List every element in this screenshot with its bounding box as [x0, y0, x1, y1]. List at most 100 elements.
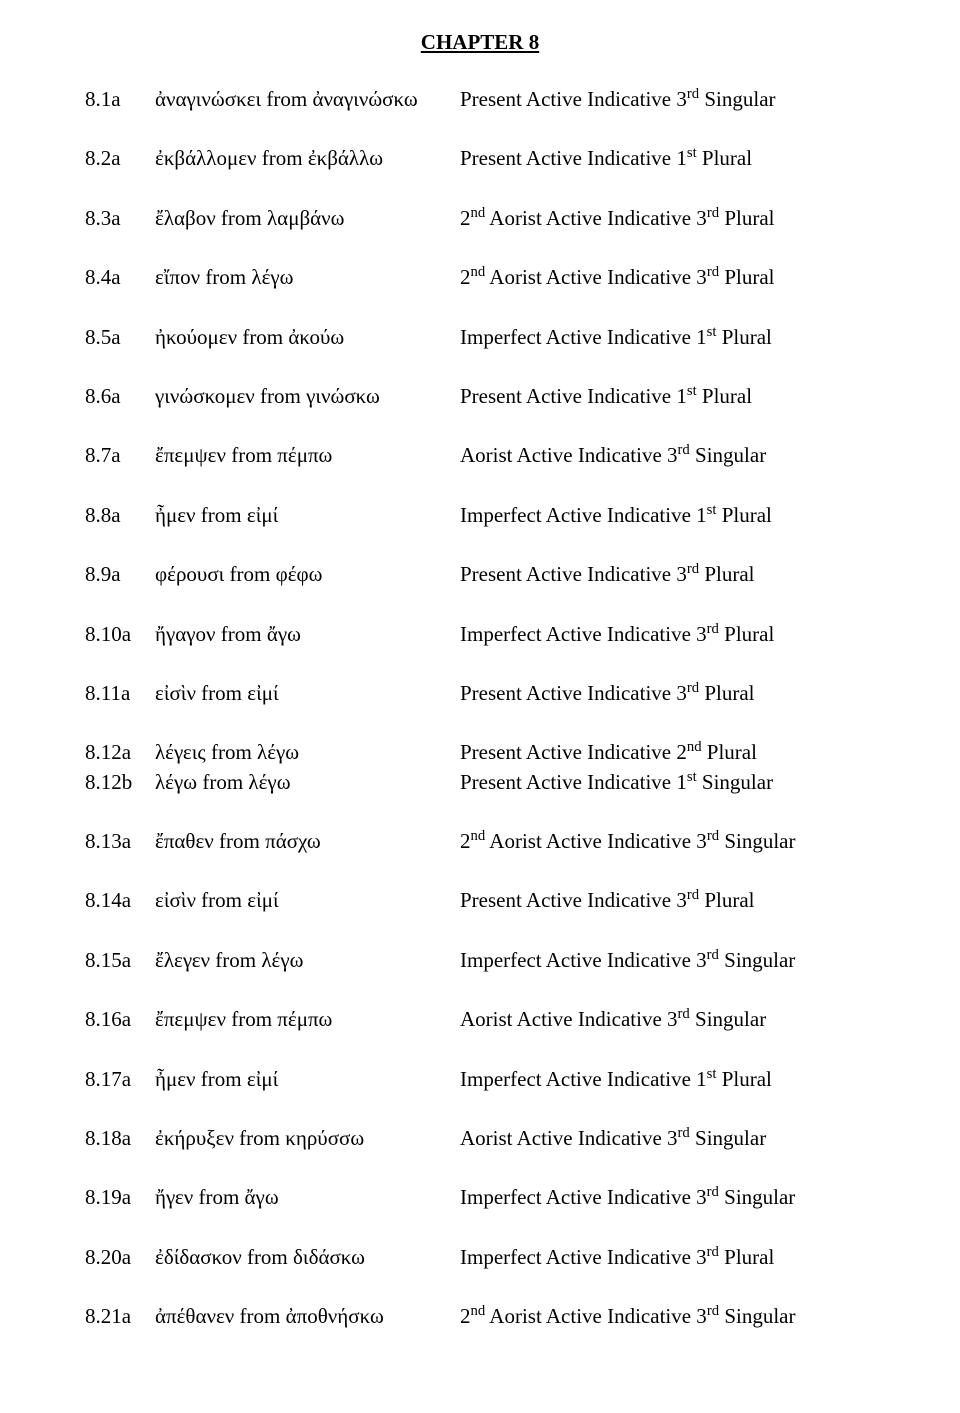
- entry-row: 8.8aἦμεν from εἰμίImperfect Active Indic…: [85, 501, 875, 530]
- entry-lexeme: εἴπον from λέγω: [155, 263, 460, 292]
- entry-reference: 8.12a: [85, 738, 155, 767]
- entry-lexeme: ἤγαγον from ἄγω: [155, 620, 460, 649]
- entry-parsing: Imperfect Active Indicative 3rd Plural: [460, 1243, 875, 1272]
- entry-row: 8.20aἐδίδασκον from διδάσκωImperfect Act…: [85, 1243, 875, 1272]
- entry-lexeme: εἰσὶν from εἰμί: [155, 679, 460, 708]
- entry-lexeme: ἔπαθεν from πάσχω: [155, 827, 460, 856]
- ordinal-suffix: st: [707, 1066, 717, 1082]
- entry-row: 8.15aἔλεγεν from λέγωImperfect Active In…: [85, 946, 875, 975]
- entry-row: 8.21aἀπέθανεν from ἀποθνήσκω2nd Aorist A…: [85, 1302, 875, 1331]
- entry-group: 8.4aεἴπον from λέγω2nd Aorist Active Ind…: [85, 263, 875, 292]
- entry-lexeme: ἔπεμψεν from πέμπω: [155, 1005, 460, 1034]
- entry-parsing: Present Active Indicative 3rd Plural: [460, 679, 875, 708]
- entry-reference: 8.11a: [85, 679, 155, 708]
- entry-group: 8.16aἔπεμψεν from πέμπωAorist Active Ind…: [85, 1005, 875, 1034]
- entry-reference: 8.17a: [85, 1065, 155, 1094]
- entry-group: 8.15aἔλεγεν from λέγωImperfect Active In…: [85, 946, 875, 975]
- parse-text: Singular: [719, 1185, 795, 1209]
- parse-text: Plural: [697, 146, 752, 170]
- entry-group: 8.9aφέρουσι from φέφωPresent Active Indi…: [85, 560, 875, 589]
- entry-lexeme: ἦμεν from εἰμί: [155, 1065, 460, 1094]
- entry-parsing: Aorist Active Indicative 3rd Singular: [460, 441, 875, 470]
- ordinal-suffix: rd: [687, 561, 699, 577]
- ordinal-suffix: rd: [678, 1006, 690, 1022]
- entry-parsing: 2nd Aorist Active Indicative 3rd Plural: [460, 204, 875, 233]
- parse-text: Imperfect Active Indicative 1: [460, 1067, 707, 1091]
- entry-parsing: Aorist Active Indicative 3rd Singular: [460, 1005, 875, 1034]
- ordinal-suffix: rd: [707, 1303, 719, 1319]
- entry-group: 8.10aἤγαγον from ἄγωImperfect Active Ind…: [85, 620, 875, 649]
- parse-text: Imperfect Active Indicative 1: [460, 503, 707, 527]
- parse-text: Singular: [690, 443, 766, 467]
- entry-row: 8.11aεἰσὶν from εἰμίPresent Active Indic…: [85, 679, 875, 708]
- ordinal-suffix: rd: [707, 621, 719, 637]
- parse-text: 2: [460, 206, 471, 230]
- parse-text: 2: [460, 829, 471, 853]
- parse-text: Aorist Active Indicative 3: [460, 1007, 678, 1031]
- entry-row: 8.10aἤγαγον from ἄγωImperfect Active Ind…: [85, 620, 875, 649]
- entry-group: 8.19aἤγεν from ἄγωImperfect Active Indic…: [85, 1183, 875, 1212]
- entry-reference: 8.13a: [85, 827, 155, 856]
- entry-reference: 8.14a: [85, 886, 155, 915]
- entry-reference: 8.15a: [85, 946, 155, 975]
- entry-lexeme: ἐδίδασκον from διδάσκω: [155, 1243, 460, 1272]
- parse-text: Plural: [716, 325, 771, 349]
- parse-text: Plural: [719, 265, 774, 289]
- entry-parsing: Present Active Indicative 1st Singular: [460, 768, 875, 797]
- entry-row: 8.6aγινώσκομεν from γινώσκωPresent Activ…: [85, 382, 875, 411]
- entry-reference: 8.16a: [85, 1005, 155, 1034]
- entry-parsing: Imperfect Active Indicative 3rd Singular: [460, 1183, 875, 1212]
- entry-group: 8.8aἦμεν from εἰμίImperfect Active Indic…: [85, 501, 875, 530]
- parse-text: Imperfect Active Indicative 3: [460, 622, 707, 646]
- entry-row: 8.16aἔπεμψεν from πέμπωAorist Active Ind…: [85, 1005, 875, 1034]
- ordinal-suffix: nd: [471, 264, 486, 280]
- entry-lexeme: γινώσκομεν from γινώσκω: [155, 382, 460, 411]
- ordinal-suffix: st: [687, 769, 697, 785]
- entry-reference: 8.2a: [85, 144, 155, 173]
- entry-group: 8.20aἐδίδασκον from διδάσκωImperfect Act…: [85, 1243, 875, 1272]
- parse-text: Singular: [699, 87, 775, 111]
- parse-text: Present Active Indicative 1: [460, 770, 687, 794]
- parse-text: Imperfect Active Indicative 3: [460, 1185, 707, 1209]
- entry-lexeme: ἠκούομεν from ἀκούω: [155, 323, 460, 352]
- parse-text: Singular: [719, 1304, 795, 1328]
- parse-text: Plural: [699, 888, 754, 912]
- entry-group: 8.18aἐκήρυξεν from κηρύσσωAorist Active …: [85, 1124, 875, 1153]
- parse-text: Plural: [702, 740, 757, 764]
- entry-row: 8.17aἦμεν from εἰμίImperfect Active Indi…: [85, 1065, 875, 1094]
- entry-parsing: Imperfect Active Indicative 1st Plural: [460, 501, 875, 530]
- parse-text: Aorist Active Indicative 3: [485, 1304, 707, 1328]
- entry-row: 8.19aἤγεν from ἄγωImperfect Active Indic…: [85, 1183, 875, 1212]
- entry-reference: 8.1a: [85, 85, 155, 114]
- entry-reference: 8.8a: [85, 501, 155, 530]
- entry-parsing: Present Active Indicative 3rd Singular: [460, 85, 875, 114]
- parse-text: Present Active Indicative 1: [460, 384, 687, 408]
- parse-text: Imperfect Active Indicative 1: [460, 325, 707, 349]
- entry-parsing: Imperfect Active Indicative 3rd Singular: [460, 946, 875, 975]
- ordinal-suffix: rd: [687, 86, 699, 102]
- entry-group: 8.11aεἰσὶν from εἰμίPresent Active Indic…: [85, 679, 875, 708]
- parse-text: Singular: [690, 1007, 766, 1031]
- parse-text: Singular: [719, 829, 795, 853]
- parse-text: Singular: [719, 948, 795, 972]
- parse-text: 2: [460, 1304, 471, 1328]
- parse-text: Imperfect Active Indicative 3: [460, 948, 707, 972]
- entry-reference: 8.4a: [85, 263, 155, 292]
- ordinal-suffix: rd: [687, 887, 699, 903]
- entry-row: 8.13aἔπαθεν from πάσχω2nd Aorist Active …: [85, 827, 875, 856]
- entry-reference: 8.19a: [85, 1183, 155, 1212]
- ordinal-suffix: nd: [687, 739, 702, 755]
- entry-row: 8.14aεἰσὶν from εἰμίPresent Active Indic…: [85, 886, 875, 915]
- ordinal-suffix: nd: [471, 205, 486, 221]
- parse-text: Plural: [699, 681, 754, 705]
- entry-group: 8.6aγινώσκομεν from γινώσκωPresent Activ…: [85, 382, 875, 411]
- parse-text: Aorist Active Indicative 3: [485, 265, 707, 289]
- ordinal-suffix: rd: [707, 828, 719, 844]
- entry-parsing: Aorist Active Indicative 3rd Singular: [460, 1124, 875, 1153]
- entry-lexeme: εἰσὶν from εἰμί: [155, 886, 460, 915]
- entry-lexeme: ἐκβάλλομεν from ἐκβάλλω: [155, 144, 460, 173]
- entry-group: 8.1aἀναγινώσκει from ἀναγινώσκωPresent A…: [85, 85, 875, 114]
- entry-parsing: Present Active Indicative 3rd Plural: [460, 560, 875, 589]
- parse-text: 2: [460, 265, 471, 289]
- ordinal-suffix: st: [687, 383, 697, 399]
